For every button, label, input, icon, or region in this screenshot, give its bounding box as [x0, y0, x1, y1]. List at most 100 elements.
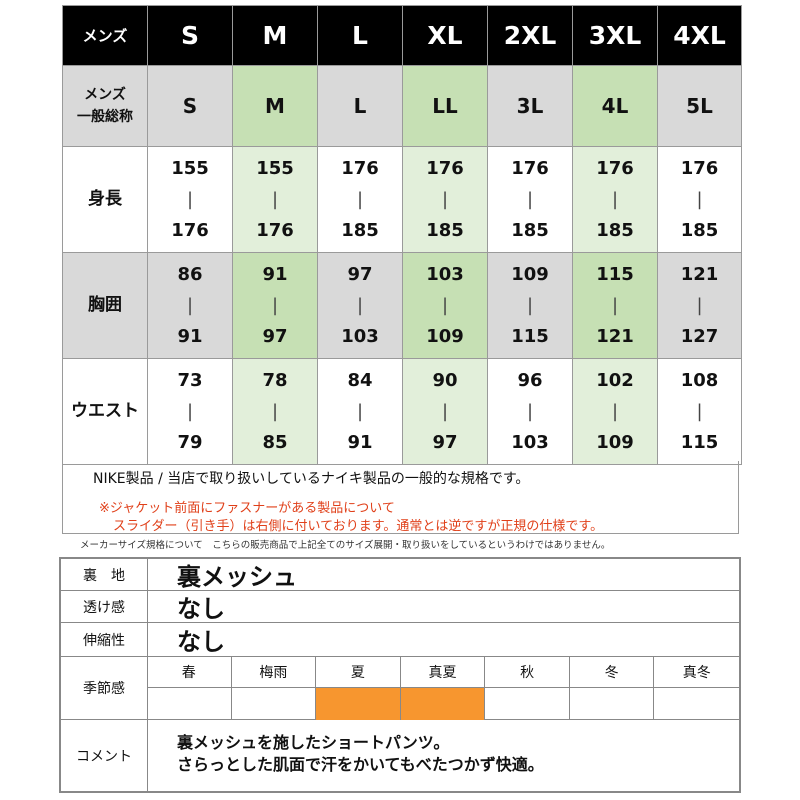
range-min: 73	[177, 370, 203, 391]
range-min: 96	[517, 370, 543, 391]
range-min: 115	[596, 264, 634, 285]
range-min: 84	[347, 370, 373, 391]
general-size-cell: LL	[402, 65, 488, 147]
range-max: 103	[341, 326, 379, 347]
range-separator: |	[186, 189, 194, 210]
range-min: 86	[177, 264, 203, 285]
range-max: 103	[511, 432, 549, 453]
size-m: M	[232, 5, 318, 66]
comment-line1: 裏メッシュを施したショートパンツ。	[177, 733, 450, 752]
chest-range-cell: 86 | 91	[147, 252, 233, 359]
range-separator: |	[441, 401, 449, 422]
waist-range-cell: 73 | 79	[147, 358, 233, 465]
waist-range-cell: 84 | 91	[317, 358, 403, 465]
range-min: 103	[426, 264, 464, 285]
stretch-label: 伸縮性	[61, 623, 148, 656]
range-separator: |	[696, 401, 703, 422]
notes-box: NIKE製品 / 当店で取り扱いしているナイキ製品の一般的な規格です。 ※ジャケ…	[62, 461, 739, 534]
season-indicator	[147, 688, 232, 720]
general-label-line1: メンズ	[84, 87, 126, 103]
range-max: 185	[511, 220, 549, 241]
range-separator: |	[186, 401, 194, 422]
general-size-cell: L	[317, 65, 403, 147]
range-max: 176	[171, 220, 209, 241]
season-name: 真夏	[400, 657, 486, 688]
lining-label: 裏 地	[61, 559, 148, 590]
size-l: L	[317, 5, 403, 66]
range-separator: |	[526, 401, 534, 422]
range-max: 185	[680, 220, 719, 241]
range-min: 78	[262, 370, 288, 391]
note-zipper-title: ※ジャケット前面にファスナーがある製品について	[99, 501, 395, 516]
season-indicator-active	[316, 688, 401, 720]
range-separator: |	[186, 295, 194, 316]
range-separator: |	[271, 189, 279, 210]
range-separator: |	[526, 295, 534, 316]
sheer-label: 透け感	[61, 591, 148, 622]
comment-line2: さらっとした肌面で汗をかいてもべたつかず快適。	[177, 755, 544, 774]
range-min: 90	[432, 370, 458, 391]
height-range-cell: 176 | 185	[572, 146, 658, 253]
season-indicator	[232, 688, 317, 720]
range-separator: |	[441, 295, 449, 316]
chest-range-cell: 109 | 115	[487, 252, 573, 359]
range-separator: |	[356, 401, 364, 422]
general-size-cell: 3L	[487, 65, 573, 147]
season-name: 真冬	[654, 657, 739, 688]
range-min: 97	[347, 264, 373, 285]
season-name: 夏	[316, 657, 401, 688]
height-range-cell: 176 | 185	[317, 146, 403, 253]
general-size-cell: M	[232, 65, 318, 147]
chest-range-cell: 91 | 97	[232, 252, 318, 359]
waist-label: ウエスト	[62, 358, 148, 465]
chest-range-cell: 103 | 109	[402, 252, 488, 359]
range-max: 121	[596, 326, 634, 347]
general-size-row: メンズ 一般総称 S M L LL 3L 4L 5L	[62, 65, 742, 147]
header-label: メンズ	[62, 5, 148, 66]
range-min: 176	[426, 158, 464, 179]
chest-range-cell: 121 | 127	[657, 252, 742, 359]
range-min: 155	[256, 158, 294, 179]
season-indicator	[570, 688, 655, 720]
size-2xl: 2XL	[487, 5, 573, 66]
height-range-cell: 155 | 176	[232, 146, 318, 253]
chest-range-cell: 97 | 103	[317, 252, 403, 359]
range-max: 185	[341, 220, 379, 241]
size-4xl: 4XL	[657, 5, 742, 66]
sheer-value: なし	[177, 595, 225, 623]
range-separator: |	[526, 189, 534, 210]
range-max: 185	[426, 220, 464, 241]
range-min: 155	[171, 158, 209, 179]
height-label: 身長	[62, 146, 148, 253]
lining-value: 裏メッシュ	[177, 563, 297, 591]
general-label-line2: 一般総称	[77, 109, 133, 125]
season-label: 季節感	[61, 657, 148, 719]
chest-range-cell: 115 | 121	[572, 252, 658, 359]
detail-row-stretch: 伸縮性 なし	[61, 623, 739, 657]
detail-row-comment: コメント 裏メッシュを施したショートパンツ。 さらっとした肌面で汗をかいてもべた…	[61, 720, 739, 791]
size-xl: XL	[402, 5, 488, 66]
range-min: 102	[596, 370, 634, 391]
waist-range-cell: 90 | 97	[402, 358, 488, 465]
waist-row: ウエスト 73 | 79 78 | 85 84 | 91 90 | 97 96 | 103 102 | 109 108…	[62, 358, 742, 465]
range-max: 91	[177, 326, 203, 347]
height-range-cell: 176 | 185	[402, 146, 488, 253]
range-separator: |	[356, 189, 364, 210]
range-max: 115	[511, 326, 549, 347]
general-label: メンズ 一般総称	[62, 65, 148, 147]
general-size-cell: S	[147, 65, 233, 147]
size-header-row: メンズ S M L XL 2XL 3XL 4XL	[62, 5, 742, 66]
season-name: 秋	[485, 657, 570, 688]
range-max: 185	[596, 220, 634, 241]
range-min: 176	[511, 158, 549, 179]
range-min: 108	[680, 370, 719, 391]
waist-range-cell: 78 | 85	[232, 358, 318, 465]
height-range-cell: 176 | 185	[487, 146, 573, 253]
detail-row-sheer: 透け感 なし	[61, 591, 739, 623]
range-separator: |	[696, 295, 703, 316]
size-s: S	[147, 5, 233, 66]
range-separator: |	[611, 189, 619, 210]
range-max: 97	[262, 326, 288, 347]
range-max: 109	[596, 432, 634, 453]
range-min: 91	[262, 264, 288, 285]
